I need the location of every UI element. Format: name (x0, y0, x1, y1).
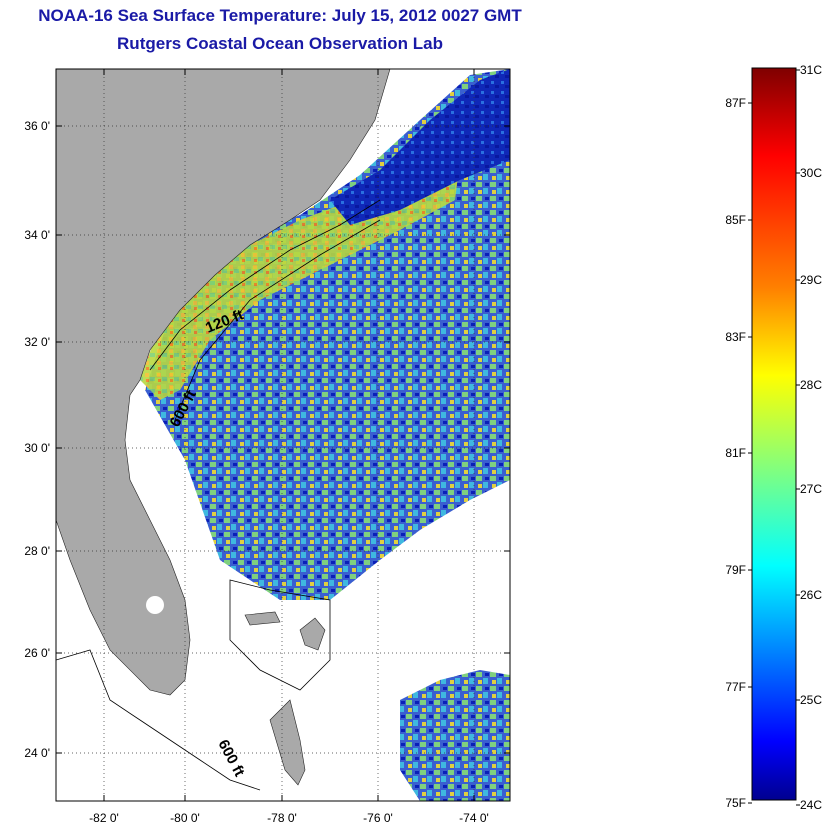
map-frame (55, 68, 511, 802)
lat-tick-label: 28 0' (24, 544, 50, 558)
colorbar-fahrenheit-labels: 87F 85F 83F 81F 79F 77F 75F (725, 96, 752, 810)
colorbar: 31C 30C 29C 28C 27C 26C 25C 24C 87F 85F 83F 81F 79F… (725, 63, 822, 812)
chart-title: NOAA-16 Sea Surface Temperature: July 15… (38, 6, 522, 25)
lat-tick-label: 36 0' (24, 119, 50, 133)
bahamas-island (244, 611, 281, 626)
lat-tick-label: 30 0' (24, 441, 50, 455)
colorbar-fahrenheit-label: 79F (725, 563, 746, 577)
contour-120ft (149, 199, 381, 371)
latitude-axis: 36 0' 34 0' 32 0' 30 0' 28 0' 26 0' 24 0' (24, 119, 510, 760)
bahamas-island (269, 699, 306, 786)
contour-600ft (174, 219, 381, 421)
map-area (56, 69, 510, 801)
lat-tick-label: 32 0' (24, 335, 50, 349)
lon-tick-label: -78 0' (267, 811, 297, 825)
lat-tick-label: 26 0' (24, 646, 50, 660)
lon-tick-label: -76 0' (363, 811, 393, 825)
bahamas-island (299, 617, 326, 651)
lat-tick-label: 34 0' (24, 228, 50, 242)
colorbar-fahrenheit-label: 87F (725, 96, 746, 110)
colorbar-fahrenheit-label: 83F (725, 330, 746, 344)
colorbar-fahrenheit-label: 81F (725, 446, 746, 460)
colorbar-gradient (751, 67, 797, 801)
lon-tick-label: -80 0' (170, 811, 200, 825)
lon-tick-label: -74 0' (459, 811, 489, 825)
lon-tick-label: -82 0' (89, 811, 119, 825)
colorbar-celsius-label: 29C (800, 273, 822, 287)
contour-bahamas (229, 579, 331, 691)
contour-600ft-south (56, 649, 261, 791)
colorbar-fahrenheit-label: 85F (725, 213, 746, 227)
colorbar-celsius-label: 24C (800, 798, 822, 812)
lat-tick-label: 24 0' (24, 746, 50, 760)
colorbar-celsius-label: 28C (800, 378, 822, 392)
colorbar-celsius-label: 27C (800, 482, 822, 496)
lake-okeechobee (146, 596, 164, 614)
cool-band-north (330, 69, 510, 225)
colorbar-fahrenheit-label: 75F (725, 796, 746, 810)
colorbar-celsius-label: 25C (800, 693, 822, 707)
colorbar-celsius-label: 26C (800, 588, 822, 602)
land-us-coast (56, 69, 391, 696)
sst-southeast-patch (400, 670, 510, 801)
colorbar-celsius-labels: 31C 30C 29C 28C 27C 26C 25C 24C (796, 63, 822, 812)
colorbar-fahrenheit-label: 77F (725, 680, 746, 694)
longitude-axis: -82 0' -80 0' -78 0' -76 0' -74 0' (89, 69, 489, 825)
chart-subtitle: Rutgers Coastal Ocean Observation Lab (117, 34, 443, 53)
colorbar-celsius-label: 30C (800, 166, 822, 180)
colorbar-celsius-label: 31C (800, 63, 822, 77)
